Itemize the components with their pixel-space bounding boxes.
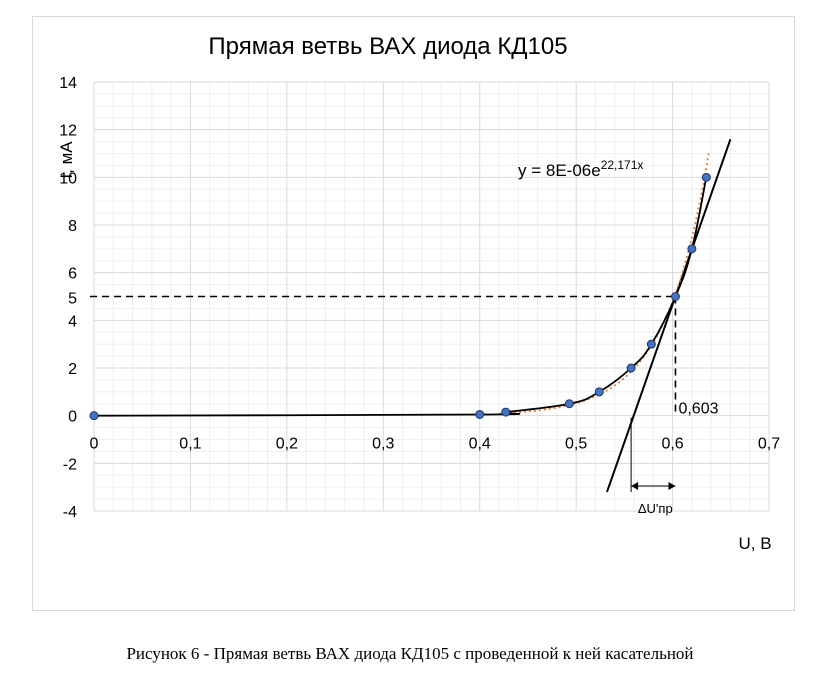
tangent-line [606, 138, 732, 493]
y-tick-labels: -4 -2 0 2 4 6 8 10 12 14 [59, 75, 77, 521]
data-point [670, 292, 680, 301]
data-curve [93, 177, 708, 417]
data-point [626, 363, 636, 373]
y-tick-label: 12 [59, 123, 77, 140]
y-tick-label: -2 [63, 456, 77, 473]
y-tick-label: 10 [59, 170, 77, 187]
y-tick-label: 14 [59, 75, 77, 92]
y-tick-label: 0 [68, 409, 77, 426]
y-tick-label: 6 [68, 266, 77, 283]
x-tick-label: 0,4 [469, 436, 491, 453]
delta-arrow-head-right [668, 482, 676, 490]
y-axis-label: I, мА [57, 141, 76, 179]
x-tick-label: 0,1 [179, 436, 201, 453]
y-tick-label: 4 [68, 313, 77, 330]
data-curve-path [93, 177, 708, 417]
trendline [498, 150, 711, 415]
data-points [89, 172, 711, 421]
trendline-exponent: 22,171x [601, 158, 644, 172]
data-point [646, 339, 656, 349]
y-tick-label: -4 [63, 504, 77, 521]
delta-arrow-head-left [631, 482, 639, 490]
trendline-equation: y = 8E-06e22,171x [518, 158, 643, 180]
chart-title: Прямая ветвь ВАХ диода КД105 [208, 33, 567, 60]
data-point [594, 387, 604, 397]
x-tick-label: 0 [90, 436, 99, 453]
data-point [475, 409, 485, 419]
x-tick-label: 0,7 [758, 436, 780, 453]
y-tick-label: 2 [68, 361, 77, 378]
data-point [501, 407, 511, 417]
major-gridlines [93, 81, 770, 512]
y-tick-label: 8 [68, 218, 77, 235]
figure-caption: Рисунок 6 - Прямая ветвь ВАХ диода КД105… [126, 644, 694, 663]
delta-label: ΔU'пр [638, 501, 673, 516]
x-tick-label: 0,3 [372, 436, 394, 453]
data-point [701, 172, 711, 182]
data-point [564, 399, 574, 409]
dashed-guides: 5 0,603 [68, 291, 719, 418]
data-point [89, 411, 99, 421]
x-tick-labels: 0 0,1 0,2 0,3 0,4 0,5 0,6 0,7 [90, 436, 781, 453]
x-tick-label: 0,5 [565, 436, 587, 453]
trendline-path [498, 150, 711, 415]
data-point [687, 244, 697, 254]
guide-x-label: 0,603 [678, 401, 718, 418]
x-axis-label: U, В [738, 534, 771, 553]
guide-y-label: 5 [68, 291, 77, 308]
tangent [606, 138, 732, 493]
iv-chart: 5 0,603 0 0,1 0,2 0,3 0,4 0,5 0,6 0,7 -4 -2 0 2 4 6 8 1… [57, 33, 781, 553]
x-tick-label: 0,6 [661, 436, 683, 453]
annotations: ΔU'пр [630, 417, 676, 516]
x-tick-label: 0,2 [276, 436, 298, 453]
